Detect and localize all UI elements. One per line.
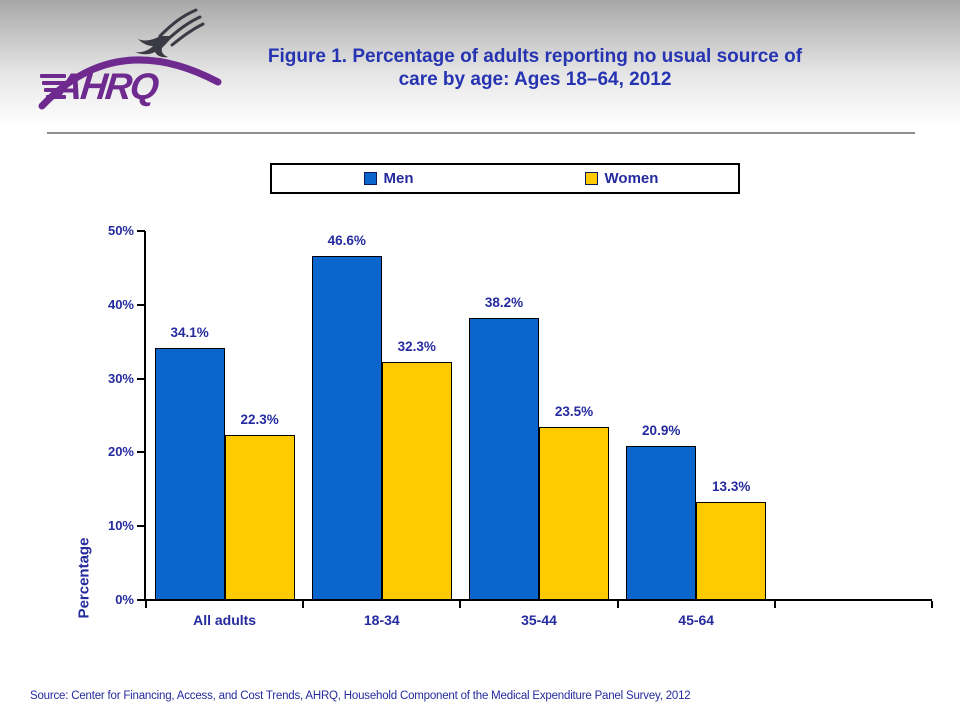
y-tick-label: 20% xyxy=(107,444,134,460)
eagle-body xyxy=(135,36,172,58)
source-note: Source: Center for Financing, Access, an… xyxy=(30,690,691,702)
x-axis-line xyxy=(144,599,932,601)
bar-value-label: 23.5% xyxy=(554,403,594,419)
hhs-eagle-icon xyxy=(135,8,205,58)
y-tick-label: 50% xyxy=(107,223,134,238)
y-tick-label: 10% xyxy=(107,518,134,534)
y-tick xyxy=(137,377,145,380)
header-divider xyxy=(47,132,915,134)
ahrq-speed-stripes xyxy=(38,48,223,112)
legend-label-men: Men xyxy=(383,170,414,187)
ahrq-logo: AHRQ xyxy=(38,4,223,114)
bar-women-2 xyxy=(381,361,452,600)
bar-value-label: 34.1% xyxy=(170,325,209,341)
y-tick-label: 0% xyxy=(115,592,134,607)
y-axis-line xyxy=(144,231,146,600)
bar-women-1 xyxy=(224,435,295,600)
bar-value-label: 38.2% xyxy=(484,295,524,311)
bar-value-label: 46.6% xyxy=(327,233,366,249)
bar-women-4 xyxy=(696,501,767,600)
bar-value-label: 20.9% xyxy=(642,422,681,438)
x-tick xyxy=(931,601,933,608)
x-category-label: 35-44 xyxy=(521,612,557,628)
men-swatch-icon xyxy=(363,172,377,185)
y-tick-label: 40% xyxy=(107,296,134,312)
y-tick-label: 30% xyxy=(107,370,134,386)
x-tick xyxy=(773,601,776,608)
bar-men-1 xyxy=(154,348,225,600)
bar-value-label: 32.3% xyxy=(397,338,436,354)
bar-women-3 xyxy=(539,426,609,600)
x-category-label: 18-34 xyxy=(363,612,400,628)
x-tick xyxy=(459,601,462,608)
y-tick xyxy=(137,303,145,306)
x-category-label: All adults xyxy=(193,612,257,628)
women-swatch-icon xyxy=(584,172,598,185)
bar-men-3 xyxy=(469,318,539,600)
legend-label-women: Women xyxy=(604,170,659,187)
x-tick xyxy=(302,601,305,608)
x-category-label: 45-64 xyxy=(678,612,715,628)
bar-men-2 xyxy=(311,256,382,600)
bar-chart: Percentage 0% 10% 20% 30% 40% 50% 34.1% 22.3% Al… xyxy=(0,210,960,660)
legend-item-women: Women xyxy=(505,165,738,192)
x-tick xyxy=(145,601,147,608)
x-tick xyxy=(616,601,619,608)
ahrq-logo-text: AHRQ xyxy=(53,66,160,107)
page-title: Figure 1. Percentage of adults reporting… xyxy=(200,45,870,91)
legend-item-men: Men xyxy=(272,165,505,192)
y-tick xyxy=(137,525,145,528)
y-tick xyxy=(137,451,145,454)
y-tick xyxy=(137,230,145,232)
chart-legend: Men Women xyxy=(270,163,740,194)
y-tick xyxy=(137,599,145,601)
page-title-line2: care by age: Ages 18–64, 2012 xyxy=(398,69,672,90)
page-title-line1: Figure 1. Percentage of adults reporting… xyxy=(267,46,803,67)
bar-value-label: 13.3% xyxy=(712,478,751,494)
bar-men-4 xyxy=(626,445,697,600)
bar-value-label: 22.3% xyxy=(240,412,279,428)
